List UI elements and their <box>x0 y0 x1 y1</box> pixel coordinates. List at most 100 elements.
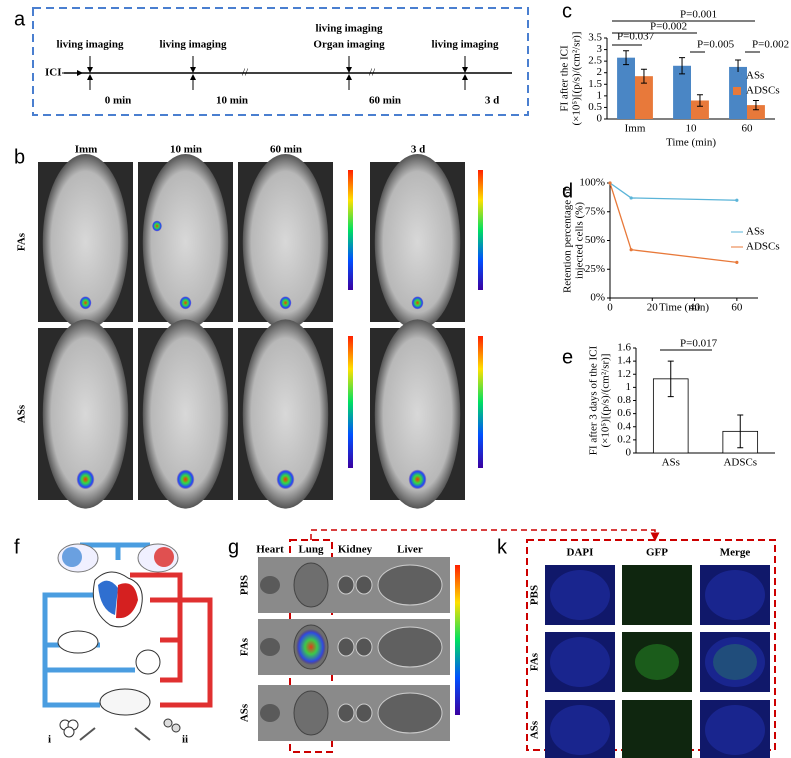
signal <box>152 220 162 232</box>
panel-label: c <box>562 0 572 22</box>
column-label: DAPI <box>567 547 594 559</box>
y-tick-label: 2 <box>597 66 603 78</box>
mouse <box>142 154 229 330</box>
y-tick-label: 0% <box>590 292 605 304</box>
column-label: 60 min <box>270 144 302 156</box>
dapi-signal <box>550 637 610 687</box>
event-label: living imaging <box>160 39 227 51</box>
y-tick-label: 0.4 <box>617 420 631 432</box>
legend-label: ASs <box>746 70 764 82</box>
color-bar <box>478 170 483 290</box>
liver <box>377 626 443 668</box>
kidney <box>355 575 373 595</box>
line <box>609 182 737 263</box>
bar <box>747 105 765 119</box>
row-label: FAs <box>239 637 251 656</box>
column-label: Heart <box>256 544 284 556</box>
event-label: living imaging <box>57 39 124 51</box>
y-tick-label: 1.6 <box>617 342 631 354</box>
y-tick-label: 1.4 <box>617 355 631 367</box>
bar <box>673 65 691 119</box>
signal <box>411 296 424 310</box>
p-value: P=0.001 <box>680 9 717 21</box>
micrograph <box>700 700 770 758</box>
p-value: P=0.005 <box>697 39 735 51</box>
y-axis-label: Retention percentage of <box>562 188 574 293</box>
signal <box>276 469 295 490</box>
column-label: Merge <box>720 547 751 559</box>
column-label: 10 min <box>170 144 202 156</box>
event-label: Organ imaging <box>313 39 385 51</box>
dapi-signal <box>550 705 610 755</box>
panel-label: e <box>562 346 573 368</box>
point <box>629 196 633 200</box>
mouse <box>42 154 129 330</box>
line <box>609 182 737 201</box>
y-tick-label: 50% <box>585 234 605 246</box>
color-bar <box>348 336 353 468</box>
row-label: PBS <box>239 575 251 595</box>
y-tick-label: 1 <box>626 381 632 393</box>
y-tick-label: 75% <box>585 205 605 217</box>
panel-label: k <box>497 536 508 558</box>
diagram-label: ii <box>182 734 188 746</box>
point <box>735 260 739 264</box>
color-bar <box>455 565 460 715</box>
point <box>608 181 612 185</box>
gfp-signal <box>635 644 679 680</box>
y-tick-label: 3 <box>597 43 603 55</box>
mouse <box>242 319 329 509</box>
legend-label: ADSCs <box>746 85 780 97</box>
y-axis-label: injected cells (%) <box>574 202 586 279</box>
mouse <box>42 319 129 509</box>
row-label: FAs <box>16 232 28 251</box>
panel-label: d <box>562 180 573 202</box>
y-tick-label: 2.5 <box>588 55 602 67</box>
y-axis-label: FI after the ICI <box>559 45 571 112</box>
lung <box>293 690 329 736</box>
color-bar <box>348 170 353 290</box>
micrograph <box>622 565 692 625</box>
x-tick-label: 40 <box>689 302 701 314</box>
micrograph <box>545 565 615 625</box>
x-tick-label: 60 <box>742 123 754 135</box>
micrograph <box>700 565 770 625</box>
p-value: P=0.017 <box>680 338 718 350</box>
bar <box>652 378 689 454</box>
column-label: 3 d <box>411 144 425 156</box>
mouse <box>142 319 229 509</box>
kidney <box>337 637 355 657</box>
error-bar <box>752 99 759 111</box>
heart <box>260 704 280 722</box>
kidney <box>337 575 355 595</box>
inject-label: ICI <box>45 67 62 79</box>
legend-swatch <box>733 72 741 80</box>
y-tick-label: 0 <box>597 113 603 125</box>
fluorescence-box <box>526 539 776 751</box>
event-time: 3 d <box>485 95 499 107</box>
error-bar <box>679 57 686 75</box>
row-label: PBS <box>529 585 541 605</box>
legend-label: ASs <box>746 226 764 238</box>
event-label: living imaging <box>316 23 383 35</box>
event-time: 0 min <box>105 95 132 107</box>
dapi-signal <box>705 570 765 620</box>
mouse <box>374 154 461 330</box>
legend-swatch <box>733 87 741 95</box>
signal <box>76 469 95 490</box>
row-label: ASs <box>529 720 541 739</box>
panel-label: b <box>14 146 25 168</box>
kidney <box>337 703 355 723</box>
kidney <box>355 637 373 657</box>
error-bar <box>623 50 630 66</box>
signal <box>279 296 292 310</box>
signal <box>79 296 92 310</box>
y-tick-label: 0.6 <box>617 407 631 419</box>
y-tick-label: 3.5 <box>588 32 602 44</box>
y-tick-label: 0.8 <box>617 394 631 406</box>
signal <box>179 296 192 310</box>
mouse <box>242 154 329 330</box>
error-bar <box>640 68 647 84</box>
signal <box>176 469 195 490</box>
